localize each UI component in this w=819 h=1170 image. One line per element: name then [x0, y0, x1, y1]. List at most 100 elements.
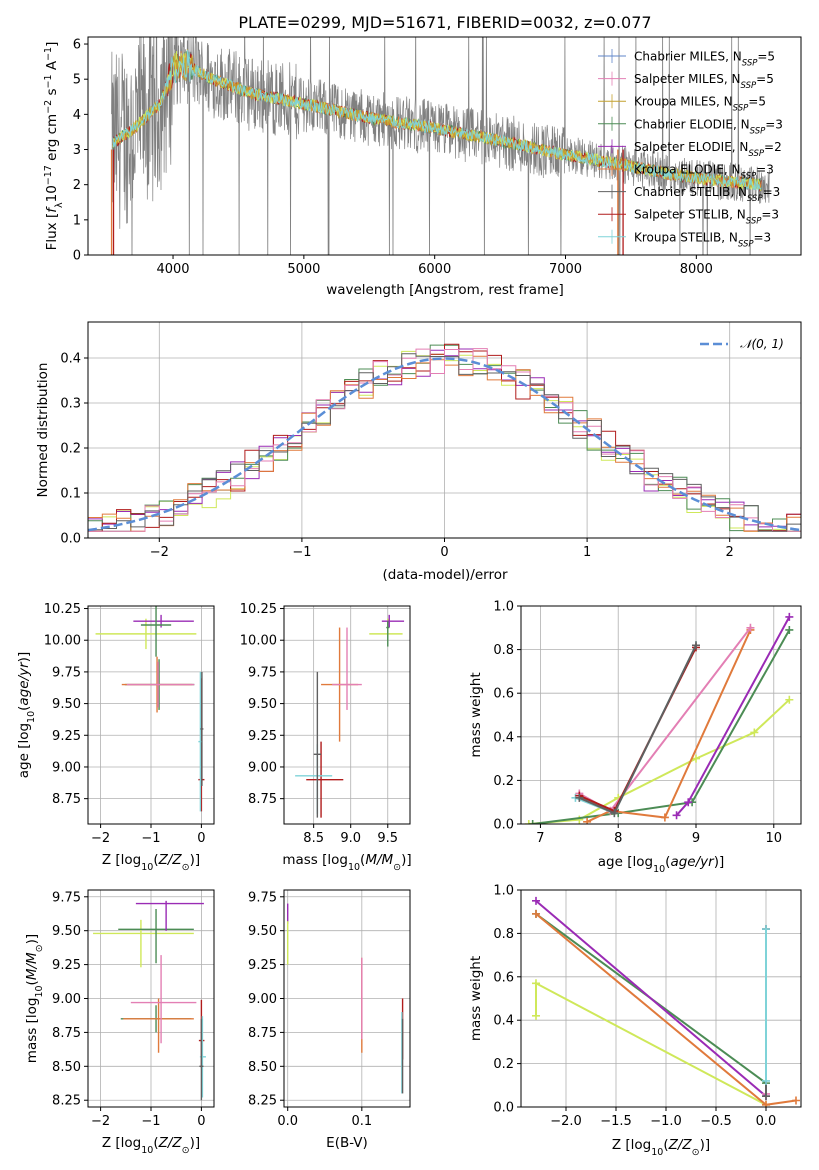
- weight-series: [575, 641, 700, 818]
- y-tick-label: 9.50: [248, 924, 277, 939]
- label-part: (: [663, 1137, 668, 1153]
- age-vs-mass-frame: [283, 605, 411, 825]
- x-tick-label: −1: [141, 1114, 160, 1129]
- legend-suffix: =3: [763, 185, 781, 199]
- label-part: (: [665, 854, 670, 870]
- x-tick-label: −2: [91, 831, 110, 846]
- weight-line: [535, 900, 767, 1097]
- weight-line: [528, 698, 790, 824]
- label-part: )]: [190, 1135, 201, 1151]
- weight-marker: [785, 625, 794, 634]
- y-tick-label: 0.3: [60, 397, 81, 412]
- weight-marker: [610, 809, 619, 818]
- y-tick-label: 0.0: [60, 532, 81, 547]
- x-tick-label: 9.0: [340, 831, 361, 846]
- x-tick-label: 7: [536, 831, 544, 846]
- spectrum-frame: [87, 36, 802, 256]
- label-part: 10: [34, 985, 45, 997]
- weight-marker: [532, 909, 540, 918]
- x-tick-label: −2.0: [550, 1114, 582, 1129]
- y-tick-label: 10.25: [240, 602, 277, 617]
- model-spectrum: [112, 51, 762, 192]
- mass-vs-z-xlabel: Z [log10(Z/Z⊙)]: [102, 1135, 200, 1156]
- weight-marker: [762, 1092, 770, 1101]
- weight-line: [578, 627, 752, 813]
- weight-marker: [762, 1076, 770, 1085]
- label-part: age [log: [16, 723, 32, 778]
- y-tick-label: 9.25: [248, 729, 277, 744]
- y-tick-label: 1: [73, 213, 81, 228]
- x-tick-label: 2: [726, 545, 734, 560]
- label-part: ⊙: [182, 1145, 190, 1156]
- age-vs-z-frame: [87, 605, 215, 825]
- x-tick-label: −1: [292, 545, 311, 560]
- legend-label: Kroupa STELIB, NSSP=3: [634, 230, 771, 249]
- y-tick-label: 0.4: [60, 352, 81, 367]
- legend-label: Kroupa MILES, NSSP=5: [634, 95, 766, 114]
- legend-name: Salpeter MILES, N: [634, 72, 741, 86]
- ebv-vs-mass-axes: 0.0 0.1 8.25 8.50 8.75 9.00 9.25 9.50 9.75: [248, 890, 410, 1129]
- x-tick-label: 8.5: [303, 831, 324, 846]
- legend-label: 𝒩(0, 1): [740, 337, 784, 351]
- legend-name: Salpeter STELIB, N: [634, 208, 746, 222]
- error-point: [93, 919, 194, 968]
- legend-suffix: =5: [757, 50, 775, 64]
- label-part: )]: [16, 652, 32, 663]
- legend-subscript: SSP: [741, 81, 757, 91]
- error-point: [140, 606, 172, 657]
- legend-name: Kroupa STELIB, N: [634, 230, 738, 244]
- y-tick-label: 10.00: [44, 634, 81, 649]
- x-tick-label: 4000: [156, 262, 189, 277]
- error-point: [199, 1018, 204, 1101]
- weight-line: [535, 981, 767, 1106]
- legend-subscript: SSP: [747, 194, 763, 204]
- x-tick-label: 8000: [680, 262, 713, 277]
- weight-marker: [660, 813, 669, 822]
- weight-marker: [746, 623, 755, 632]
- error-point: [130, 955, 197, 1044]
- label-part: ⊙: [182, 862, 190, 873]
- error-point: [306, 741, 344, 818]
- error-point: [200, 671, 204, 786]
- y-tick-label: 0: [73, 249, 81, 264]
- x-tick-label: −1: [141, 831, 160, 846]
- y-tick-label: 8.75: [52, 792, 81, 807]
- y-tick-label: 0.8: [493, 927, 514, 942]
- mass-weight-vs-z-xlabel: Z [log10(Z/Z⊙)]: [612, 1137, 710, 1158]
- ebv-vs-mass-frame: [283, 889, 411, 1108]
- x-tick-label: 6000: [418, 262, 451, 277]
- label-part: M/M: [365, 852, 393, 868]
- legend-name: Chabrier MILES, N: [634, 50, 742, 64]
- weight-marker: [792, 1096, 800, 1105]
- legend-subscript: SSP: [738, 239, 754, 249]
- age-vs-z-xlabel: Z [log10(Z/Z⊙)]: [102, 852, 200, 873]
- legend-name: Chabrier STELIB, N: [634, 185, 747, 199]
- y-tick-label: 9.75: [248, 665, 277, 680]
- y-tick-label: 8.75: [248, 1026, 277, 1041]
- x-tick-label: 0.1: [351, 1114, 372, 1129]
- label-part: )]: [401, 852, 412, 868]
- y-tick-label: 8.25: [52, 1094, 81, 1109]
- model-spectrum: [112, 49, 762, 191]
- y-tick-label: 4: [73, 108, 81, 123]
- legend-suffix: =3: [761, 208, 779, 222]
- y-tick-label: 0.2: [60, 442, 81, 457]
- label-part: 10: [44, 185, 60, 202]
- x-tick-label: 5000: [287, 262, 320, 277]
- label-part: (: [360, 852, 365, 868]
- label-part: )]: [700, 1137, 711, 1153]
- ebv-vs-mass-xlabel: E(B-V): [326, 1135, 368, 1151]
- label-part: (: [24, 980, 40, 985]
- y-tick-label: 9.00: [52, 760, 81, 775]
- mass-weight-vs-age-ylabel: mass weight: [468, 672, 484, 757]
- mass-weight-vs-z-frame: [520, 889, 802, 1108]
- y-tick-label: 2: [73, 178, 81, 193]
- weight-series: [524, 695, 794, 824]
- label-part: (: [153, 852, 158, 868]
- y-tick-label: 0.8: [493, 643, 514, 658]
- y-tick-label: 8.50: [52, 1060, 81, 1075]
- y-tick-label: 0.2: [493, 1057, 514, 1072]
- weight-marker: [785, 612, 794, 621]
- legend-label: Salpeter ELODIE, NSSP=2: [634, 140, 782, 159]
- label-part: Z/Z: [158, 1135, 183, 1151]
